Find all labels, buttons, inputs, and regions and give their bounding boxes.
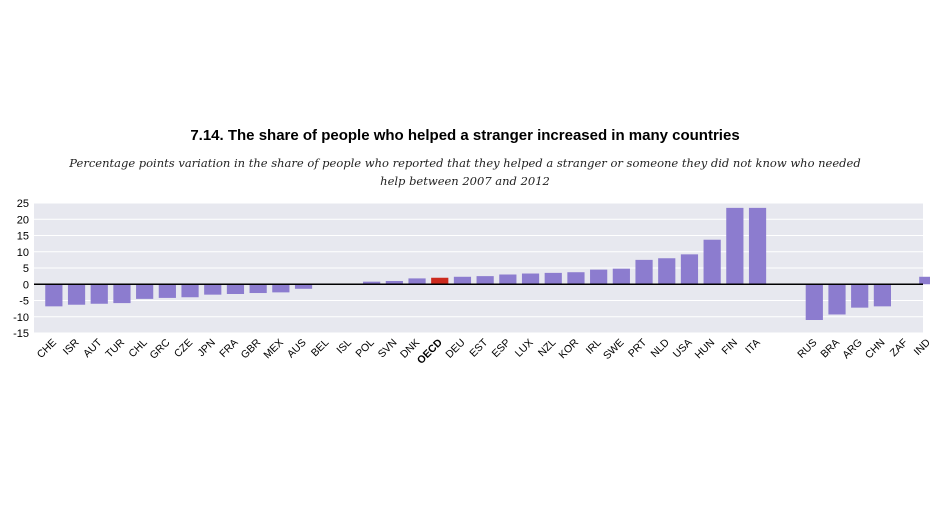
bar-esp: [499, 274, 517, 285]
x-tick-label-fin: FIN: [720, 337, 740, 357]
bar-aut: [90, 284, 108, 304]
bar-pol: [363, 281, 381, 285]
bar-lux: [521, 273, 540, 285]
bar-bra: [828, 284, 846, 315]
x-tick-label-mex: MEX: [261, 337, 286, 362]
x-tick-label-kor: KOR: [556, 336, 581, 361]
x-tick-label-isl: ISL: [334, 337, 354, 357]
bar-oecd: [431, 277, 449, 285]
x-tick-label-chl: CHL: [126, 337, 149, 360]
bar-irl: [590, 269, 608, 285]
x-tick-label-jpn: JPN: [195, 337, 218, 360]
x-tick-label-usa: USA: [671, 337, 695, 361]
bar-aus: [294, 284, 313, 289]
bar-fra: [226, 284, 245, 294]
x-tick-label-ita: ITA: [743, 337, 762, 356]
bar-prt: [635, 259, 653, 285]
y-tick-label: 15: [17, 231, 29, 243]
x-tick-label-tur: TUR: [103, 336, 127, 360]
x-tick-label-cze: CZE: [172, 337, 195, 360]
bar-hun: [703, 239, 721, 285]
x-tick-label-che: CHE: [35, 337, 59, 361]
x-tick-label-bra: BRA: [818, 337, 842, 361]
bar-isr: [67, 284, 86, 305]
x-tick-label-arg: ARG: [840, 337, 865, 362]
bar-swe: [612, 268, 630, 285]
x-tick-label-bel: BEL: [309, 337, 332, 360]
bar-grc: [158, 284, 176, 298]
x-tick-label-fra: FRA: [217, 337, 240, 360]
y-tick-label: 20: [17, 214, 29, 226]
x-tick-label-nld: NLD: [649, 336, 673, 360]
x-tick-label-esp: ESP: [490, 337, 513, 360]
bar-nld: [658, 258, 676, 285]
x-tick-label-aut: AUT: [81, 336, 105, 360]
x-tick-label-rus: RUS: [795, 337, 819, 361]
y-tick-label: 0: [23, 279, 29, 291]
bar-deu: [453, 276, 472, 285]
bar-gbr: [249, 284, 267, 294]
chart-title: 7.14. The share of people who helped a s…: [190, 127, 740, 144]
x-tick-label-hun: HUN: [693, 337, 718, 362]
x-tick-label-est: EST: [467, 336, 490, 359]
bar-mex: [272, 284, 290, 293]
bar-rus: [805, 284, 823, 320]
x-tick-label-isr: ISR: [61, 336, 82, 357]
bar-dnk: [408, 278, 426, 285]
x-tick-label-zaf: ZAF: [888, 337, 911, 360]
bar-fin: [726, 207, 744, 285]
bar-svn: [385, 281, 403, 285]
bar-chl: [136, 284, 154, 299]
bar-tur: [113, 284, 131, 304]
y-tick-label: -15: [13, 328, 29, 340]
y-tick-label: -5: [19, 296, 29, 308]
bar-kor: [567, 272, 585, 285]
x-tick-label-lux: LUX: [513, 337, 536, 360]
x-tick-label-chn: CHN: [863, 337, 888, 362]
bar-che: [45, 284, 63, 307]
y-tick-label: 25: [17, 198, 29, 210]
x-tick-label-grc: GRC: [147, 336, 172, 361]
bar-est: [476, 276, 494, 285]
x-tick-label-gbr: GBR: [239, 336, 264, 361]
bar-ind: [919, 276, 930, 285]
x-tick-label-prt: PRT: [626, 336, 650, 360]
x-tick-label-deu: DEU: [443, 337, 467, 361]
y-tick-label: 10: [17, 247, 29, 259]
x-tick-label-aus: AUS: [285, 337, 309, 361]
x-tick-label-swe: SWE: [601, 337, 626, 362]
chart-subtitle: Percentage points variation in the share…: [69, 156, 861, 188]
bar-arg: [851, 284, 869, 308]
bar-cze: [181, 284, 199, 298]
bar-usa: [680, 254, 699, 285]
x-tick-label-nzl: NZL: [536, 337, 559, 360]
x-tick-label-oecd: OECD: [415, 336, 445, 366]
bar-jpn: [204, 284, 222, 295]
bar-chn: [873, 284, 891, 307]
y-tick-label: 5: [23, 263, 29, 275]
bar-ita: [748, 207, 767, 285]
x-tick-label-ind: IND: [912, 336, 930, 358]
x-tick-label-pol: POL: [353, 337, 376, 360]
y-tick-label: -10: [13, 312, 29, 324]
x-tick-label-svn: SVN: [376, 337, 400, 361]
bar-nzl: [544, 272, 562, 285]
